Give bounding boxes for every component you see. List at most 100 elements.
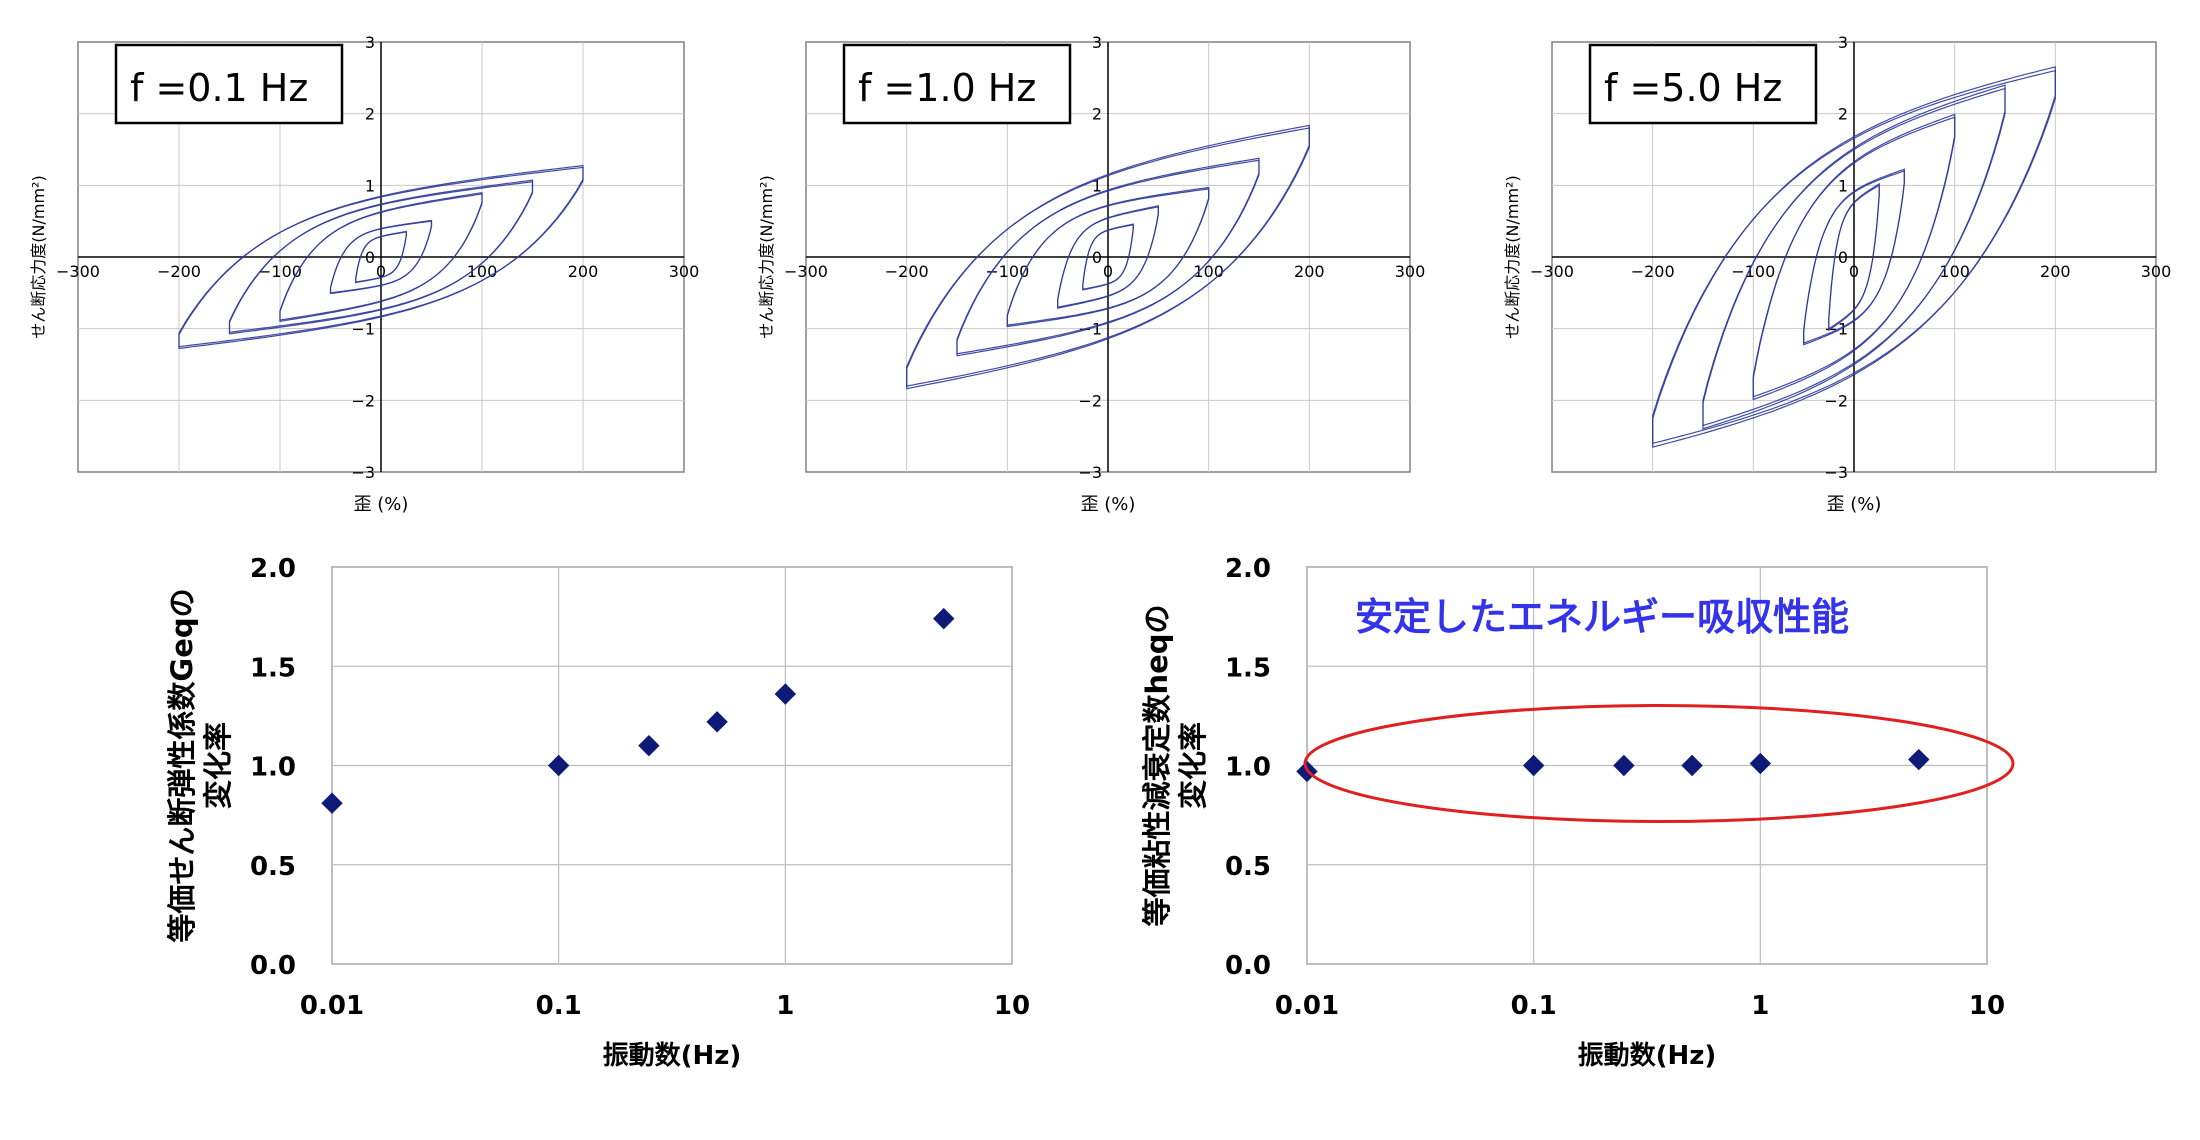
hysteresis-loop-5 bbox=[1652, 66, 2056, 448]
y-axis-title-line: 変化率 bbox=[1176, 722, 1210, 809]
x-axis-title: 歪 (%) bbox=[354, 494, 409, 515]
y-tick-label: 2 bbox=[365, 105, 375, 124]
y-tick-label: 2 bbox=[1838, 105, 1848, 124]
data-point bbox=[774, 683, 797, 705]
frequency-label: f =0.1 Hz bbox=[130, 66, 308, 110]
x-tick-label: 300 bbox=[2141, 262, 2172, 281]
x-tick-label: 1 bbox=[776, 991, 794, 1021]
y-tick-label: 3 bbox=[1838, 33, 1848, 52]
data-point bbox=[1908, 748, 1930, 771]
y-tick-label: −2 bbox=[1824, 391, 1848, 410]
frequency-label: f =5.0 Hz bbox=[1604, 66, 1782, 110]
hysteresis-loop-4 bbox=[956, 157, 1260, 357]
x-tick-label: 300 bbox=[1395, 262, 1426, 281]
y-tick-label: −1 bbox=[1078, 320, 1102, 339]
y-tick-label: 0.5 bbox=[1225, 852, 1271, 882]
loop-group bbox=[906, 124, 1310, 390]
y-tick-label: 2.0 bbox=[250, 554, 296, 584]
frequency-label: f =1.0 Hz bbox=[858, 66, 1036, 110]
y-tick-label: −2 bbox=[351, 391, 375, 410]
x-tick-label: −200 bbox=[1631, 262, 1675, 281]
y-axis-title: せん断応力度(N/mm²) bbox=[757, 175, 776, 338]
x-tick-label: 100 bbox=[1193, 262, 1224, 281]
x-tick-label: 200 bbox=[2040, 262, 2071, 281]
hysteresis-loop-5 bbox=[178, 164, 584, 350]
hysteresis-loop-3 bbox=[279, 192, 483, 322]
y-axis-title-line: 等価粘性減衰定数heqの bbox=[1140, 604, 1174, 926]
data-point bbox=[638, 734, 660, 757]
hysteresis-loop-1 bbox=[1828, 182, 1880, 332]
data-point bbox=[706, 711, 728, 733]
data-point bbox=[1681, 754, 1703, 777]
x-tick-label: 10 bbox=[1969, 991, 2005, 1021]
data-point bbox=[547, 754, 570, 777]
hysteresis-chart-3: −300 −200 −100 0 100 200 300 −3 −2 −1 0 1 2 3 歪 (%) せん断… bbox=[1503, 33, 2171, 515]
loop-group bbox=[178, 164, 584, 350]
y-tick-label: 0.0 bbox=[250, 951, 296, 981]
y-tick-label: 1.5 bbox=[1225, 653, 1271, 683]
y-tick-label: 2 bbox=[1092, 105, 1102, 124]
y-tick-label: 3 bbox=[1092, 33, 1102, 52]
x-tick-label: −100 bbox=[258, 262, 302, 281]
x-axis-title: 歪 (%) bbox=[1827, 494, 1882, 515]
hysteresis-loop-2 bbox=[1057, 205, 1159, 309]
data-point bbox=[321, 792, 343, 814]
y-tick-label: 1.0 bbox=[250, 753, 296, 783]
x-tick-label: 200 bbox=[568, 262, 599, 281]
frequency-scatter-chart-2: 0.01 0.1 1 10 0.0 0.5 1.0 1.5 2.0 振動数(Hz) 等価粘性減衰定数… bbox=[1140, 554, 2015, 1071]
frequency-label-box bbox=[842, 43, 1072, 125]
y-axis-title: 等価せん断弾性係数Geqの変化率 bbox=[165, 588, 235, 942]
frequency-label-box bbox=[114, 43, 344, 125]
y-tick-label: −2 bbox=[1078, 391, 1102, 410]
x-tick-label: −300 bbox=[784, 262, 828, 281]
x-tick-label: −300 bbox=[56, 262, 100, 281]
y-tick-label: −3 bbox=[1824, 463, 1848, 482]
x-tick-label: 0 bbox=[376, 262, 386, 281]
hysteresis-loop-2 bbox=[1803, 168, 1905, 346]
y-tick-label: 0 bbox=[1092, 248, 1102, 267]
x-tick-label: 1 bbox=[1751, 991, 1769, 1021]
hysteresis-loop-3 bbox=[1006, 186, 1210, 328]
y-tick-label: 0 bbox=[365, 248, 375, 267]
y-tick-label: 1 bbox=[1092, 176, 1102, 195]
y-tick-label: 2.0 bbox=[1225, 554, 1271, 584]
x-tick-label: 200 bbox=[1294, 262, 1325, 281]
x-tick-label: 0 bbox=[1849, 262, 1859, 281]
frequency-label-box bbox=[1588, 43, 1818, 125]
y-tick-label: 0.0 bbox=[1225, 951, 1271, 981]
y-tick-label: 0.5 bbox=[250, 852, 296, 882]
y-tick-label: 1.0 bbox=[1225, 753, 1271, 783]
y-tick-label: −3 bbox=[351, 463, 375, 482]
x-tick-label: −100 bbox=[1731, 262, 1775, 281]
y-axis-title: せん断応力度(N/mm²) bbox=[1503, 175, 1522, 338]
x-tick-label: −200 bbox=[157, 262, 201, 281]
hysteresis-loop-3 bbox=[1752, 113, 1956, 401]
hysteresis-loop-4 bbox=[1702, 84, 2006, 430]
loop-group bbox=[1652, 66, 2056, 448]
x-tick-label: 300 bbox=[669, 262, 700, 281]
y-tick-label: 1 bbox=[1838, 176, 1848, 195]
hysteresis-loop-5 bbox=[906, 124, 1310, 390]
x-tick-label: 100 bbox=[1939, 262, 1970, 281]
y-axis-title: 等価粘性減衰定数heqの変化率 bbox=[1140, 604, 1210, 926]
x-axis-title: 振動数(Hz) bbox=[1578, 1041, 1717, 1071]
data-point bbox=[1522, 754, 1545, 777]
y-tick-label: 3 bbox=[365, 33, 375, 52]
x-tick-label: 0.1 bbox=[1511, 991, 1557, 1021]
x-tick-label: 0.01 bbox=[1275, 991, 1339, 1021]
hysteresis-loop-4 bbox=[228, 179, 534, 335]
y-axis-title-line: 変化率 bbox=[201, 722, 235, 809]
x-axis-title: 振動数(Hz) bbox=[603, 1041, 742, 1071]
x-tick-label: 0 bbox=[1103, 262, 1113, 281]
x-tick-label: 0.1 bbox=[536, 991, 582, 1021]
hysteresis-loop-2 bbox=[329, 219, 433, 295]
y-axis-title-line: 等価せん断弾性係数Geqの bbox=[165, 588, 199, 942]
annotation-label: 安定したエネルギー吸収性能 bbox=[1355, 595, 1849, 639]
y-tick-label: −1 bbox=[1824, 320, 1848, 339]
data-point bbox=[933, 607, 955, 630]
data-point bbox=[1613, 754, 1635, 777]
x-tick-label: 10 bbox=[994, 991, 1030, 1021]
